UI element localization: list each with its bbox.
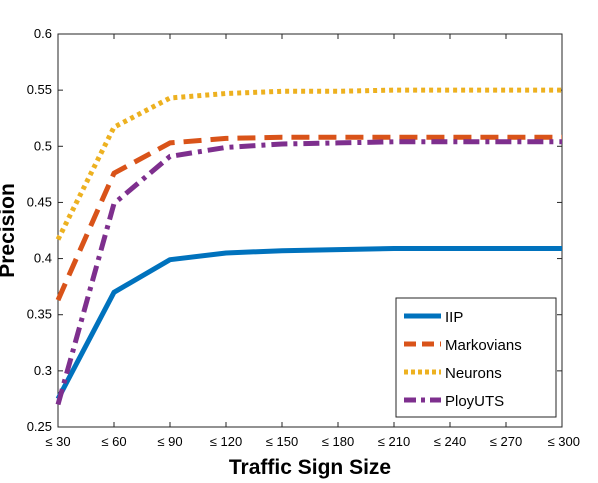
x-tick-label: ≤ 270	[490, 434, 522, 449]
y-tick-label: 0.6	[34, 26, 52, 41]
y-tick-label: 0.5	[34, 138, 52, 153]
x-axis: ≤ 30 ≤ 60 ≤ 90 ≤ 120 ≤ 150 ≤ 180 ≤ 210 ≤ 240 ≤ 2…	[45, 34, 580, 449]
y-axis-title: Precision	[0, 183, 19, 278]
legend-label: PloyUTS	[445, 393, 504, 410]
y-tick-label: 0.45	[27, 194, 52, 209]
legend-label: Neurons	[445, 365, 502, 382]
series-line-ployuts	[55, 139, 562, 406]
x-tick-label: ≤ 300	[548, 434, 580, 449]
x-tick-label: ≤ 210	[378, 434, 410, 449]
x-tick-label: ≤ 240	[434, 434, 466, 449]
x-tick-label: ≤ 150	[266, 434, 298, 449]
x-tick-label: ≤ 180	[322, 434, 354, 449]
y-tick-label: 0.25	[27, 419, 52, 434]
x-tick-label: ≤ 30	[45, 434, 70, 449]
series-line-iip	[55, 246, 562, 401]
x-axis-title: Traffic Sign Size	[229, 456, 391, 479]
y-tick-label: 0.35	[27, 307, 52, 322]
x-tick-label: ≤ 90	[157, 434, 182, 449]
y-tick-label: 0.4	[34, 251, 52, 266]
y-tick-label: 0.55	[27, 82, 52, 97]
y-axis: 0.25 0.3 0.35 0.4 0.45 0.5 0.55 0.6	[27, 26, 562, 434]
legend-label: Markovians	[445, 337, 522, 354]
legend: IIP Markovians Neurons PloyUTS	[395, 297, 557, 418]
x-tick-label: ≤ 60	[101, 434, 126, 449]
y-tick-label: 0.3	[34, 363, 52, 378]
legend-label: IIP	[445, 309, 463, 326]
x-tick-label: ≤ 120	[210, 434, 242, 449]
series-layer	[55, 87, 563, 406]
series-line-markovians	[55, 134, 562, 302]
series-line-neurons	[55, 87, 562, 241]
